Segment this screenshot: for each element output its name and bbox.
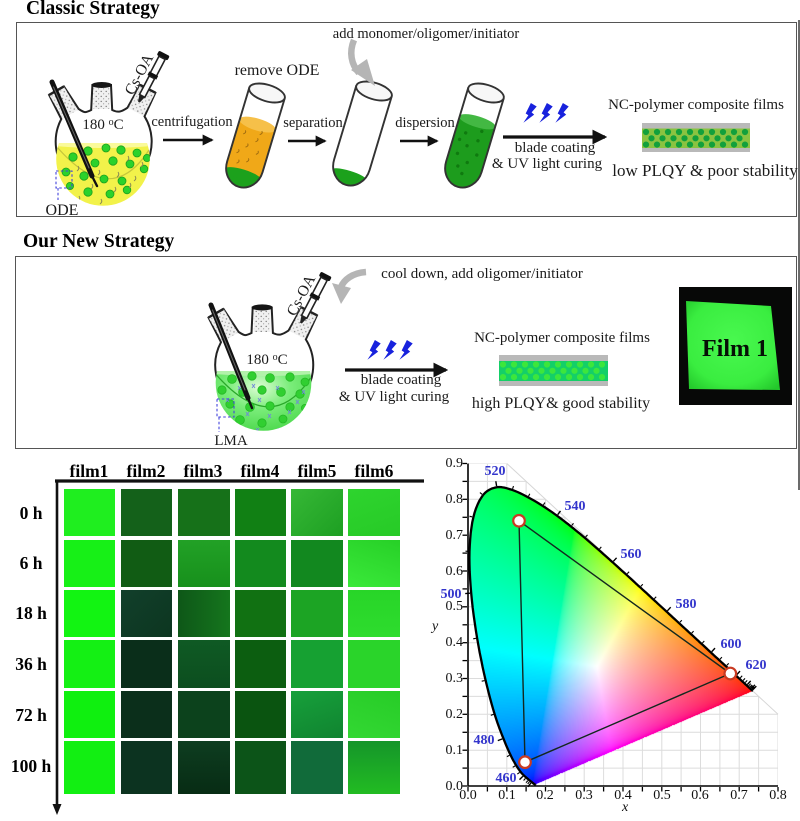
svg-text:Film 1: Film 1 <box>702 336 768 362</box>
